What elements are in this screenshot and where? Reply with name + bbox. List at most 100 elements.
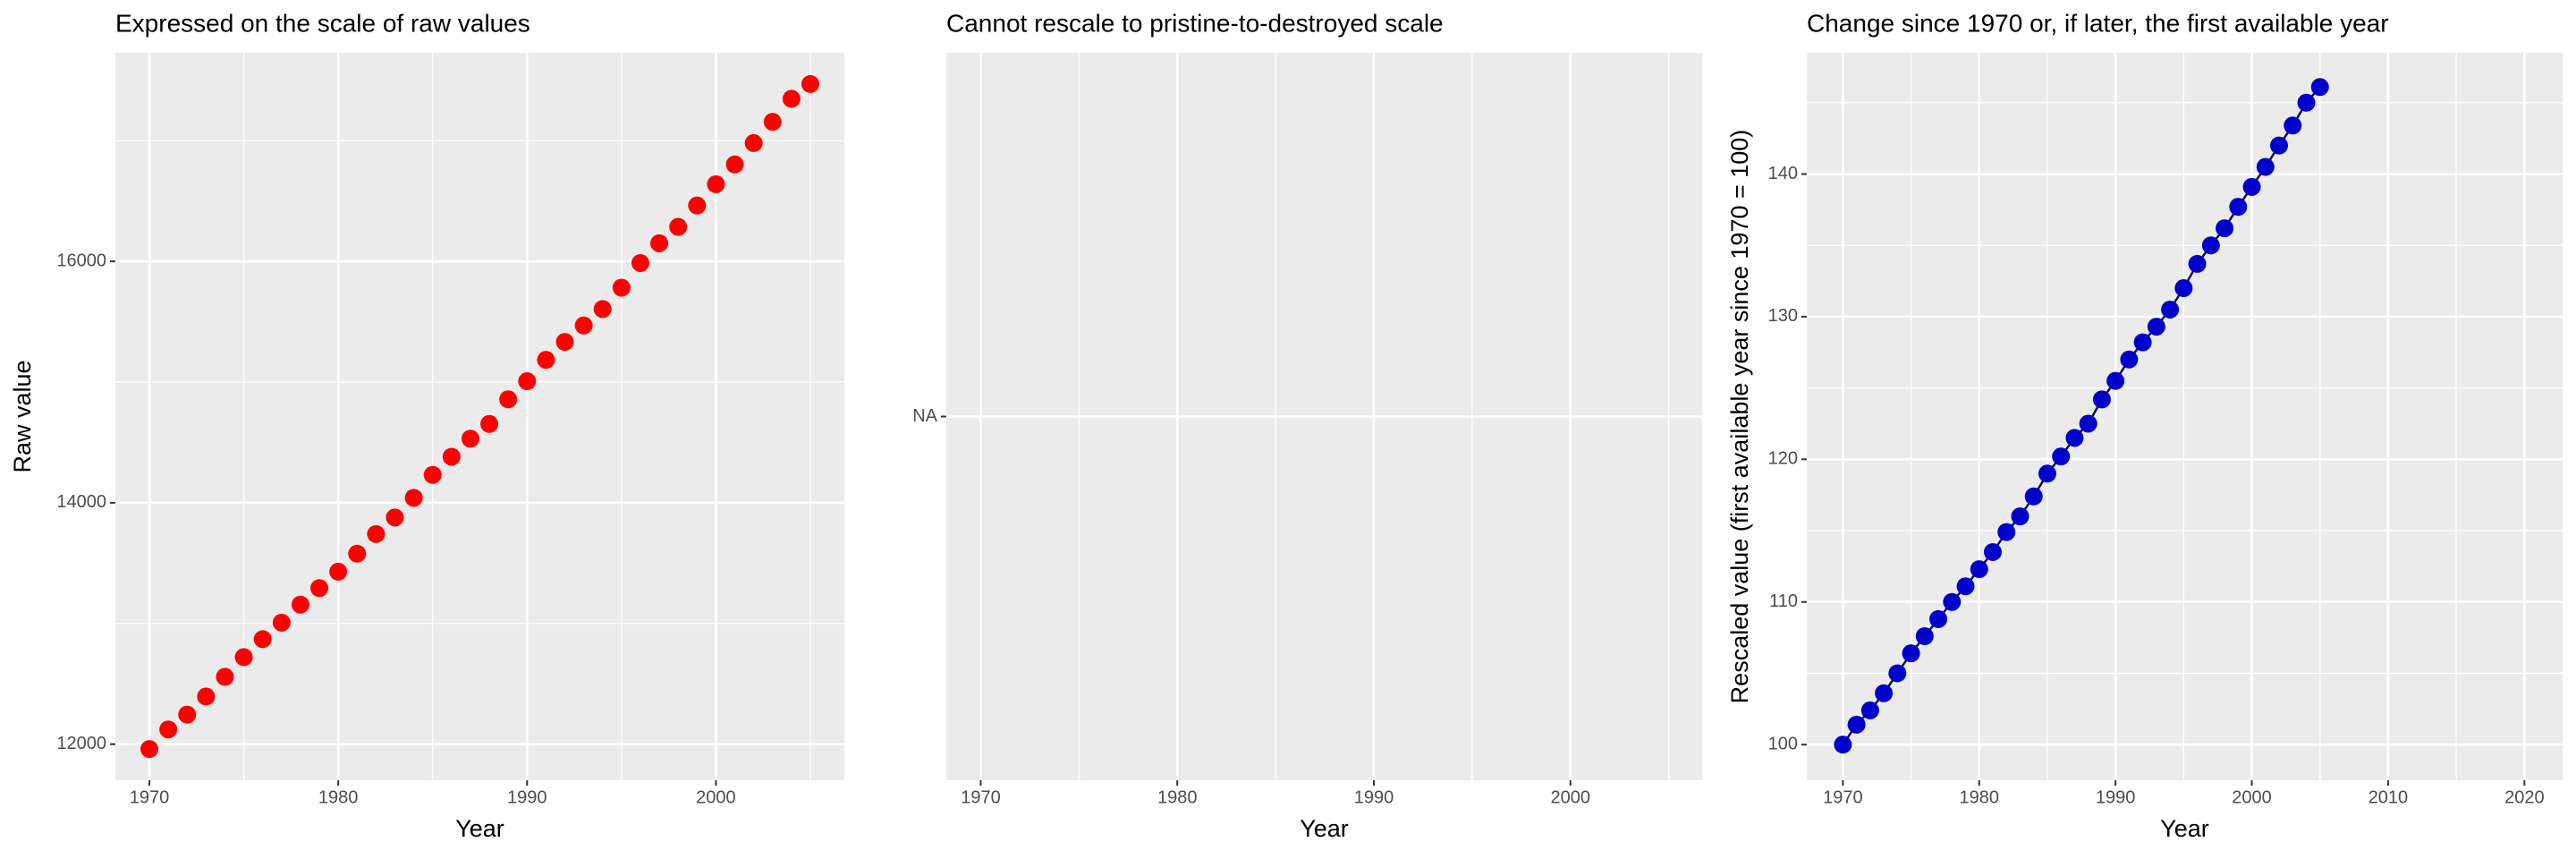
x-tick-label: 2020 bbox=[2504, 787, 2545, 807]
point bbox=[2092, 390, 2111, 409]
point bbox=[2201, 236, 2220, 255]
point bbox=[2147, 318, 2165, 336]
y-tick-label: 120 bbox=[1768, 449, 1798, 469]
point bbox=[1943, 592, 1962, 611]
x-axis-title: Year bbox=[1300, 815, 1349, 842]
point bbox=[234, 648, 253, 667]
point bbox=[2284, 116, 2302, 135]
point bbox=[461, 430, 479, 448]
point bbox=[574, 316, 593, 335]
point bbox=[2229, 198, 2248, 217]
point bbox=[1847, 715, 1866, 734]
chart-title: Change since 1970 or, if later, the firs… bbox=[1807, 9, 2389, 37]
point bbox=[178, 705, 197, 724]
point bbox=[1915, 626, 1934, 645]
point bbox=[2270, 136, 2289, 155]
point bbox=[310, 579, 329, 598]
point bbox=[537, 351, 555, 370]
point bbox=[631, 253, 649, 272]
point bbox=[159, 720, 178, 739]
point bbox=[1834, 736, 1852, 754]
point bbox=[1875, 684, 1894, 702]
point bbox=[612, 278, 631, 297]
chart-title: Cannot rescale to pristine-to-destroyed … bbox=[946, 9, 1444, 37]
point bbox=[801, 74, 819, 93]
point bbox=[1984, 542, 2003, 561]
point bbox=[2065, 429, 2084, 447]
x-tick-label: 2000 bbox=[696, 787, 736, 807]
x-tick-label: 1980 bbox=[1960, 787, 2000, 807]
point bbox=[1902, 644, 1920, 663]
point bbox=[404, 489, 423, 507]
y-tick-label: 16000 bbox=[56, 251, 106, 270]
x-axis-title: Year bbox=[2160, 815, 2209, 842]
point bbox=[329, 562, 348, 581]
point bbox=[1970, 560, 1988, 579]
point bbox=[2161, 300, 2180, 319]
point bbox=[2106, 371, 2125, 390]
point bbox=[348, 544, 367, 563]
point bbox=[2133, 333, 2152, 352]
point bbox=[197, 687, 216, 706]
x-axis-title: Year bbox=[455, 815, 504, 842]
point bbox=[744, 133, 763, 152]
point bbox=[1997, 523, 2016, 541]
point bbox=[1956, 577, 1975, 596]
x-tick-label: 2000 bbox=[1551, 787, 1591, 807]
point bbox=[555, 333, 574, 352]
x-tick-label: 1990 bbox=[507, 787, 547, 807]
point bbox=[2052, 447, 2071, 466]
chart-title: Expressed on the scale of raw values bbox=[115, 9, 530, 37]
y-tick-label: 130 bbox=[1768, 306, 1798, 326]
point bbox=[688, 196, 707, 215]
point bbox=[518, 372, 537, 391]
point bbox=[253, 630, 272, 649]
point bbox=[2310, 78, 2329, 97]
point bbox=[2174, 279, 2193, 298]
panel-background bbox=[1807, 53, 2563, 780]
x-tick-label: 1970 bbox=[1823, 787, 1863, 807]
point bbox=[1929, 609, 1948, 628]
point bbox=[763, 113, 782, 132]
point bbox=[2242, 177, 2261, 196]
point bbox=[2297, 93, 2316, 112]
point bbox=[423, 465, 442, 484]
point bbox=[499, 390, 518, 409]
x-tick-label: 1980 bbox=[318, 787, 359, 807]
point bbox=[707, 174, 725, 193]
x-tick-label: 2000 bbox=[2232, 787, 2272, 807]
x-tick-label: 1990 bbox=[2096, 787, 2136, 807]
point bbox=[2120, 350, 2139, 369]
point bbox=[2216, 219, 2234, 238]
point bbox=[669, 217, 688, 236]
point bbox=[140, 740, 159, 759]
x-tick-label: 1970 bbox=[961, 787, 1001, 807]
y-axis-title: Raw value bbox=[9, 360, 36, 472]
y-tick-label: NA bbox=[912, 406, 937, 426]
point bbox=[2038, 464, 2056, 483]
y-tick-label: 100 bbox=[1768, 734, 1798, 753]
point bbox=[2024, 487, 2043, 506]
point bbox=[386, 508, 404, 527]
point bbox=[1860, 701, 1879, 719]
point bbox=[367, 524, 386, 543]
y-tick-label: 140 bbox=[1768, 164, 1798, 183]
point bbox=[2256, 157, 2275, 176]
point bbox=[593, 300, 612, 319]
point bbox=[442, 447, 461, 466]
y-tick-label: 12000 bbox=[56, 734, 106, 753]
point bbox=[725, 155, 744, 174]
point bbox=[480, 414, 499, 433]
point bbox=[2079, 414, 2097, 433]
x-tick-label: 1980 bbox=[1157, 787, 1198, 807]
point bbox=[2188, 254, 2207, 273]
x-tick-label: 1990 bbox=[1354, 787, 1394, 807]
point bbox=[650, 234, 669, 252]
point bbox=[1888, 664, 1907, 683]
y-axis-title: Rescaled value (first available year sin… bbox=[1726, 130, 1753, 704]
x-tick-label: 2010 bbox=[2368, 787, 2409, 807]
point bbox=[2011, 507, 2029, 526]
x-tick-label: 1970 bbox=[130, 787, 170, 807]
